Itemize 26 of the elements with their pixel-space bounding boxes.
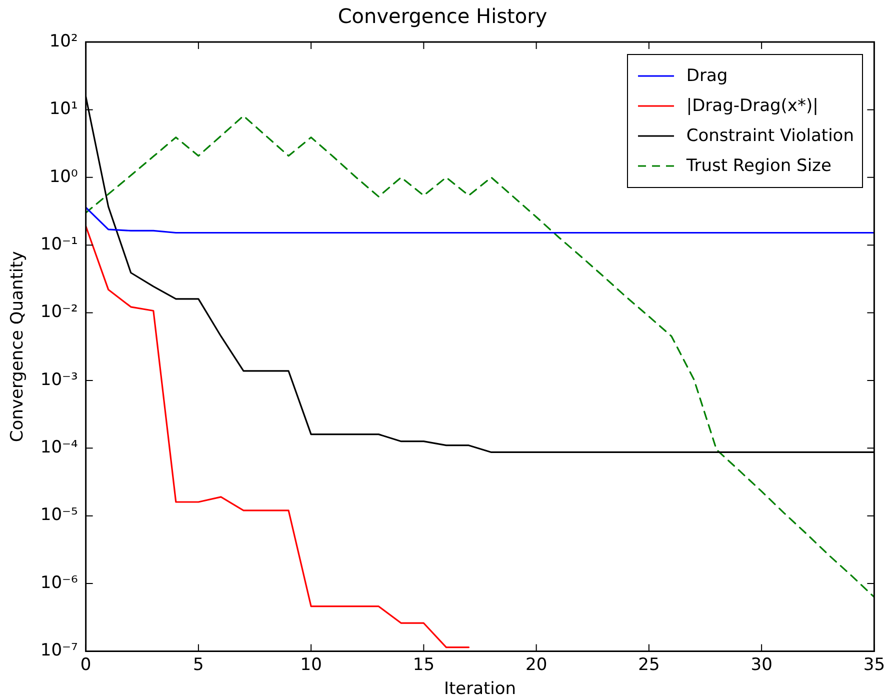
x-tick-label: 5 [193, 654, 204, 675]
chart-title: Convergence History [338, 4, 548, 28]
legend-label: Trust Region Size [686, 155, 832, 178]
x-tick-label: 30 [750, 654, 772, 675]
y-tick-label: 10⁻⁶ [40, 572, 78, 593]
line-series [86, 115, 874, 598]
y-tick-label: 10⁻⁵ [40, 505, 78, 526]
y-axis-title: Convergence Quantity [8, 251, 28, 442]
legend-label: Drag [686, 65, 728, 88]
x-axis-title: Iteration [444, 679, 516, 700]
y-tick-label: 10⁻¹ [40, 234, 78, 254]
x-tick-label: 25 [638, 654, 660, 675]
y-tick-label: 10² [49, 31, 78, 52]
x-tick-label: 15 [412, 654, 435, 675]
x-tick-label: 0 [80, 654, 92, 675]
y-tick-label: 10¹ [49, 99, 78, 120]
legend-label: |Drag-Drag(x*)| [686, 95, 818, 118]
x-tick-label: 20 [525, 654, 548, 675]
legend-label: Constraint Violation [686, 125, 854, 148]
y-tick-label: 10⁻³ [40, 370, 78, 390]
y-tick-label: 10⁰ [49, 166, 78, 187]
y-tick-label: 10⁻⁷ [40, 640, 78, 661]
y-tick-label: 10⁻² [40, 302, 78, 322]
y-tick-label: 10⁻⁴ [40, 438, 78, 458]
x-tick-label: 35 [863, 654, 886, 675]
x-tick-label: 10 [300, 654, 322, 675]
